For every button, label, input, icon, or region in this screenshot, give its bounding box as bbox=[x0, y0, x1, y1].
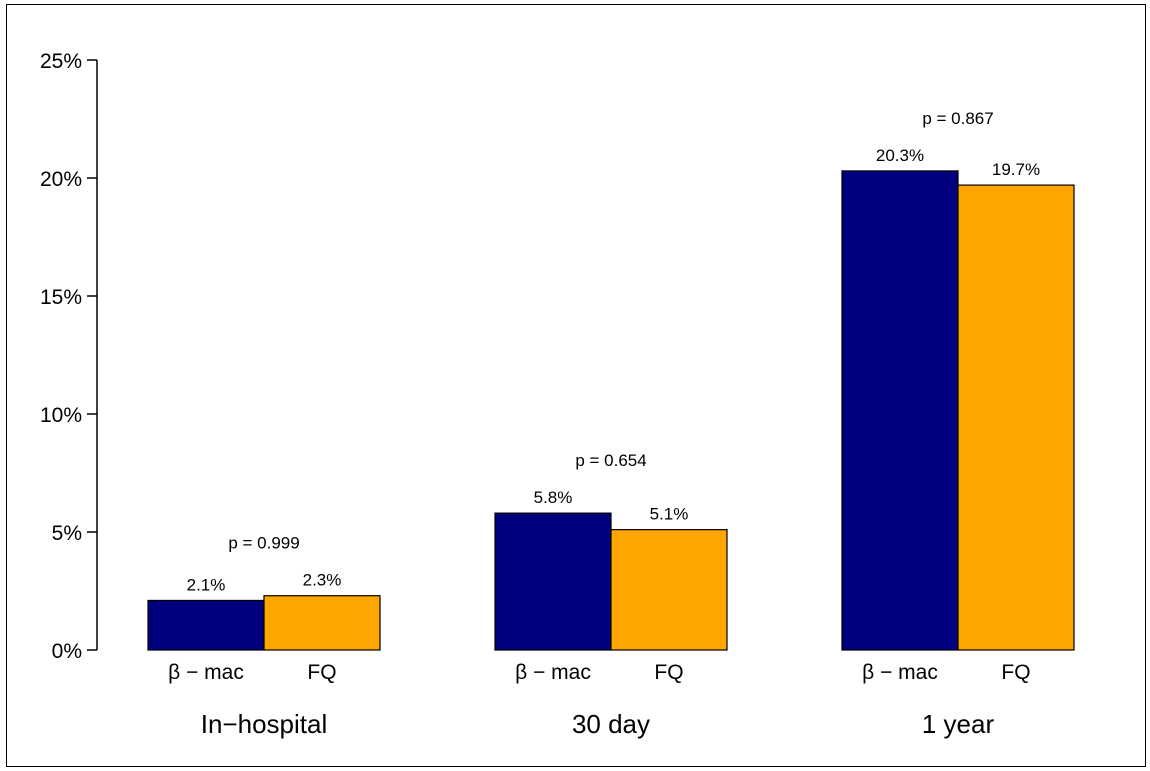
bar bbox=[494, 512, 612, 651]
group-label: 1 year bbox=[922, 709, 995, 739]
y-tick-label: 20% bbox=[40, 168, 82, 191]
data-label: 2.3% bbox=[303, 571, 342, 590]
group-label: 30 day bbox=[572, 709, 650, 739]
bar-category-label: β − mac bbox=[515, 661, 591, 684]
y-tick-label: 5% bbox=[52, 522, 82, 545]
bar bbox=[147, 599, 265, 651]
p-value-label: p = 0.654 bbox=[575, 451, 646, 470]
data-label: 5.1% bbox=[650, 505, 689, 524]
y-tick-label: 15% bbox=[40, 286, 82, 309]
y-axis: 0% 5% 10% 15% 20% 25% bbox=[40, 50, 98, 663]
data-label: 20.3% bbox=[876, 146, 924, 165]
data-label: 5.8% bbox=[534, 488, 573, 507]
bar-category-label: β − mac bbox=[168, 661, 244, 684]
p-value-label: p = 0.867 bbox=[922, 109, 993, 128]
data-label: 19.7% bbox=[992, 160, 1040, 179]
bar-category-label: FQ bbox=[654, 661, 683, 684]
y-tick-label: 0% bbox=[52, 640, 82, 663]
bar bbox=[957, 184, 1075, 651]
bar-category-label: FQ bbox=[1001, 661, 1030, 684]
bar bbox=[263, 595, 381, 651]
group-label: In−hospital bbox=[201, 709, 327, 739]
data-label: 2.1% bbox=[187, 575, 226, 594]
bar-category-label: FQ bbox=[307, 661, 336, 684]
y-tick-label: 10% bbox=[40, 404, 82, 427]
labels: 2.1% β − mac 2.3% FQ p = 0.999 In−hospital 5.8… bbox=[168, 109, 1040, 739]
bars bbox=[147, 170, 1075, 651]
bar bbox=[841, 170, 959, 651]
y-tick-label: 25% bbox=[40, 50, 82, 73]
p-value-label: p = 0.999 bbox=[228, 534, 299, 553]
bar bbox=[610, 529, 728, 651]
bar-category-label: β − mac bbox=[862, 661, 938, 684]
